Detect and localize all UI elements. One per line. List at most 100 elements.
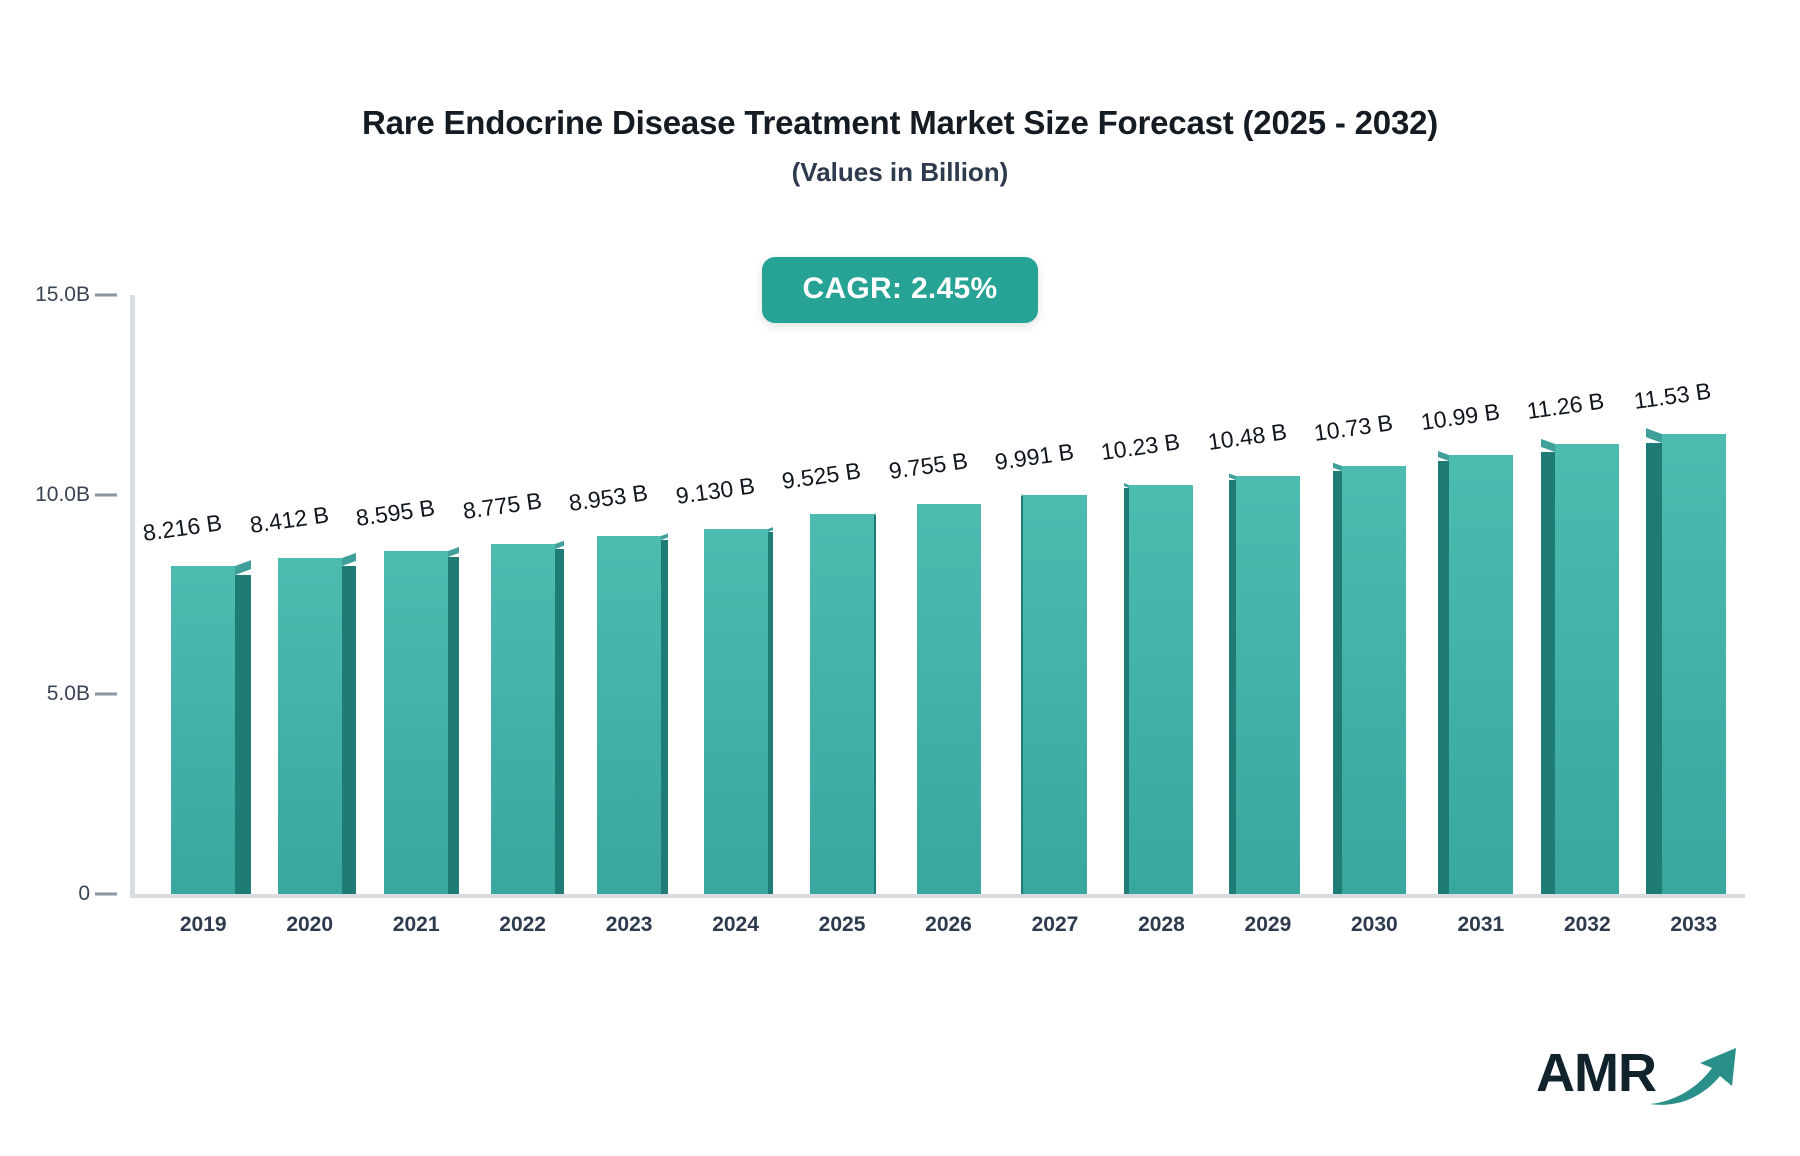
x-axis-label-2025: 2025	[818, 913, 866, 936]
bar-value-label: 9.130 B	[673, 472, 756, 510]
bar-2027[interactable]	[1020, 494, 1087, 894]
bar-value-label: 8.216 B	[141, 509, 224, 546]
x-axis-label-2032: 2032	[1563, 913, 1611, 936]
bar-side-face	[1437, 461, 1449, 894]
bar-front-face	[1555, 444, 1620, 894]
bar-value-label: 11.53 B	[1632, 377, 1713, 414]
bar-value-label: 9.525 B	[780, 456, 863, 494]
bar-top-face	[341, 552, 356, 567]
bar-2023[interactable]	[597, 533, 669, 894]
y-axis-tick-label: 5.0B	[46, 682, 90, 706]
bar-value-label: 10.48 B	[1206, 418, 1289, 456]
y-axis-tick-mark	[95, 692, 117, 696]
bar-top-face	[554, 540, 564, 549]
bar-front-face	[1129, 485, 1194, 894]
x-axis-label-2021: 2021	[392, 913, 440, 936]
bar-side-face	[1645, 442, 1662, 894]
x-axis-label-2024: 2024	[712, 913, 759, 936]
bar-side-face	[1124, 488, 1130, 894]
bar-top-face	[235, 560, 252, 575]
bar-value-label: 10.73 B	[1312, 408, 1395, 446]
x-axis-label-2026: 2026	[925, 913, 972, 936]
y-axis-line	[130, 295, 135, 897]
chart-subtitle: (Values in Billion)	[791, 157, 1009, 188]
y-axis-tick-mark	[95, 293, 117, 297]
bar-2022[interactable]	[490, 540, 564, 894]
x-axis-label-2022: 2022	[499, 913, 546, 936]
bar-top-face	[1645, 427, 1662, 443]
chart-header: Rare Endocrine Disease Treatment Market …	[0, 104, 1800, 188]
cagr-badge: CAGR: 2.45%	[762, 257, 1038, 323]
y-axis-tick-label: 0	[78, 882, 90, 905]
bar-value-label: 10.23 B	[1099, 428, 1182, 466]
bar-front-face	[1448, 455, 1513, 894]
x-axis-label-2019: 2019	[179, 913, 227, 936]
bar-front-face	[703, 529, 768, 894]
amr-logo: AMR	[1536, 1040, 1746, 1120]
y-axis-tick-mark	[95, 493, 117, 497]
logo-text: AMR	[1536, 1043, 1657, 1103]
bar-side-face	[448, 556, 460, 894]
bar-value-label: 9.991 B	[993, 438, 1076, 476]
bar-2021[interactable]	[384, 546, 460, 894]
bar-top-face	[1437, 451, 1449, 462]
bar-value-label: 9.755 B	[886, 447, 969, 485]
bar-value-label: 11.26 B	[1525, 387, 1606, 425]
bar-front-face	[810, 513, 875, 894]
bar-side-face	[1228, 479, 1236, 894]
bar-side-face	[235, 574, 252, 894]
x-axis-line	[130, 894, 1745, 898]
plot-area: 0 5.0B 10.0B 15.0B 8.216 B 8.412 B 8.595 B 8.7…	[35, 283, 1745, 936]
bar-2032[interactable]	[1541, 439, 1620, 894]
y-axis-tick-label: 10.0B	[35, 482, 90, 506]
x-axis-label-2033: 2033	[1670, 913, 1718, 936]
y-axis-tick-mark	[95, 892, 117, 896]
cagr-badge-wrapper: CAGR: 2.45%	[0, 257, 1800, 323]
x-axis-label-2020: 2020	[286, 913, 334, 936]
bar-2033[interactable]	[1645, 427, 1726, 894]
bar-front-face	[1235, 475, 1300, 894]
x-axis-label-2029: 2029	[1244, 913, 1292, 936]
bar-2028[interactable]	[1124, 483, 1194, 894]
bar-front-face	[1022, 495, 1087, 894]
bar-2030[interactable]	[1333, 462, 1407, 894]
bar-front-face	[597, 536, 662, 894]
x-axis-label-2030: 2030	[1351, 913, 1398, 936]
x-axis-label-2023: 2023	[605, 913, 653, 936]
x-axis-label-2027: 2027	[1031, 913, 1079, 936]
bar-side-face	[1541, 452, 1556, 894]
bar-2031[interactable]	[1437, 451, 1513, 894]
y-axis-tick-label: 15.0B	[35, 283, 90, 306]
x-axis-label-2028: 2028	[1138, 913, 1185, 936]
bar-front-face	[1342, 465, 1407, 894]
bar-value-label: 8.953 B	[567, 479, 650, 517]
bar-value-label: 10.99 B	[1419, 398, 1502, 436]
bar-side-face	[1020, 496, 1023, 894]
bar-front-face	[277, 558, 342, 894]
bar-value-label: 8.775 B	[460, 486, 544, 524]
bar-2029[interactable]	[1228, 472, 1300, 894]
bar-2019[interactable]	[171, 560, 252, 894]
bar-side-face	[874, 514, 877, 894]
bar-top-face	[448, 546, 460, 557]
bar-front-face	[384, 550, 449, 894]
bar-value-label: 8.595 B	[354, 493, 437, 531]
bar-front-face	[490, 543, 555, 894]
bar-side-face	[661, 540, 669, 894]
chart-title: Rare Endocrine Disease Treatment Market …	[361, 104, 1439, 141]
bar-top-face	[1333, 462, 1343, 471]
bar-value-label: 8.412 B	[247, 501, 331, 539]
bar-front-face	[916, 504, 981, 894]
bar-front-face	[1661, 433, 1726, 894]
bar-2025[interactable]	[810, 512, 877, 894]
bar-side-face	[767, 532, 773, 894]
x-axis-label-2031: 2031	[1457, 913, 1505, 936]
bar-2026[interactable]	[916, 504, 981, 894]
bar-2020[interactable]	[277, 552, 356, 894]
bar-side-face	[1333, 470, 1343, 894]
bar-top-face	[1541, 439, 1556, 453]
growth-arrow-icon	[1648, 1042, 1744, 1119]
bar-2024[interactable]	[703, 527, 773, 894]
bar-side-face	[341, 566, 356, 894]
